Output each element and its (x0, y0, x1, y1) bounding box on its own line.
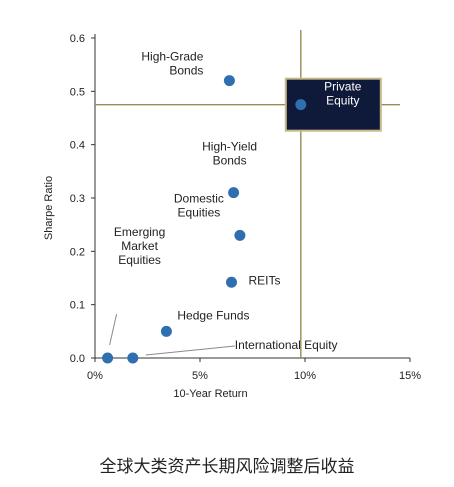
data-point-emerging-market-equities (102, 352, 114, 364)
y-tick-label: 0.1 (70, 300, 85, 312)
point-label-high-grade-bonds: Bonds (169, 64, 203, 78)
point-label-high-yield-bonds: Bonds (213, 154, 247, 168)
y-tick-label: 0.2 (70, 246, 85, 258)
x-axis-title: 10-Year Return (173, 388, 247, 400)
point-label-international-equity: International Equity (235, 338, 338, 352)
data-point-high-grade-bonds (223, 75, 235, 87)
chart: 0.0 0.1 0.2 0.3 0.4 0.5 0.6 0% 5% 10% 15% 10-Year R… (43, 30, 421, 400)
y-axis-title: Sharpe Ratio (43, 176, 55, 240)
point-label-emerging-market-equities: Market (121, 239, 158, 253)
chart-caption: 全球大类资产长期风险调整后收益 (99, 457, 355, 477)
leader-line-emerging-market-equities (109, 313, 118, 346)
point-label-domestic-equities: Equities (178, 205, 221, 219)
data-point-private-equity (295, 99, 307, 111)
data-point-international-equity (127, 352, 139, 364)
x-tick-label: 5% (192, 370, 208, 382)
scatter-plot: 0.0 0.1 0.2 0.3 0.4 0.5 0.6 0% 5% 10% 15% 10-Year R… (43, 30, 421, 400)
y-tick-label: 0.0 (70, 353, 85, 365)
point-label-emerging-market-equities: Emerging (114, 225, 165, 239)
data-point-hedge-funds (160, 325, 172, 337)
data-point-high-yield-bonds (228, 187, 240, 199)
x-tick-label: 15% (399, 370, 421, 382)
y-tick-label: 0.3 (70, 193, 85, 205)
point-label-hedge-funds: Hedge Funds (177, 308, 249, 322)
point-label-domestic-equities: Domestic (174, 191, 224, 205)
point-label-private-equity: Private (324, 80, 362, 94)
x-tick-label: 10% (294, 370, 316, 382)
y-tick-label: 0.6 (70, 33, 85, 45)
point-label-high-yield-bonds: High-Yield (202, 140, 257, 154)
y-tick-label: 0.5 (70, 86, 85, 98)
point-label-emerging-market-equities: Equities (118, 253, 161, 267)
point-label-private-equity: Equity (326, 94, 359, 108)
data-point-domestic-equities (234, 229, 246, 241)
y-tick-label: 0.4 (70, 140, 85, 152)
point-label-high-grade-bonds: High-Grade (141, 50, 203, 64)
leader-line-international-equity (145, 345, 235, 356)
data-point-reits (226, 276, 237, 288)
x-tick-label: 0% (87, 370, 103, 382)
point-label-reits: REITs (249, 273, 281, 287)
